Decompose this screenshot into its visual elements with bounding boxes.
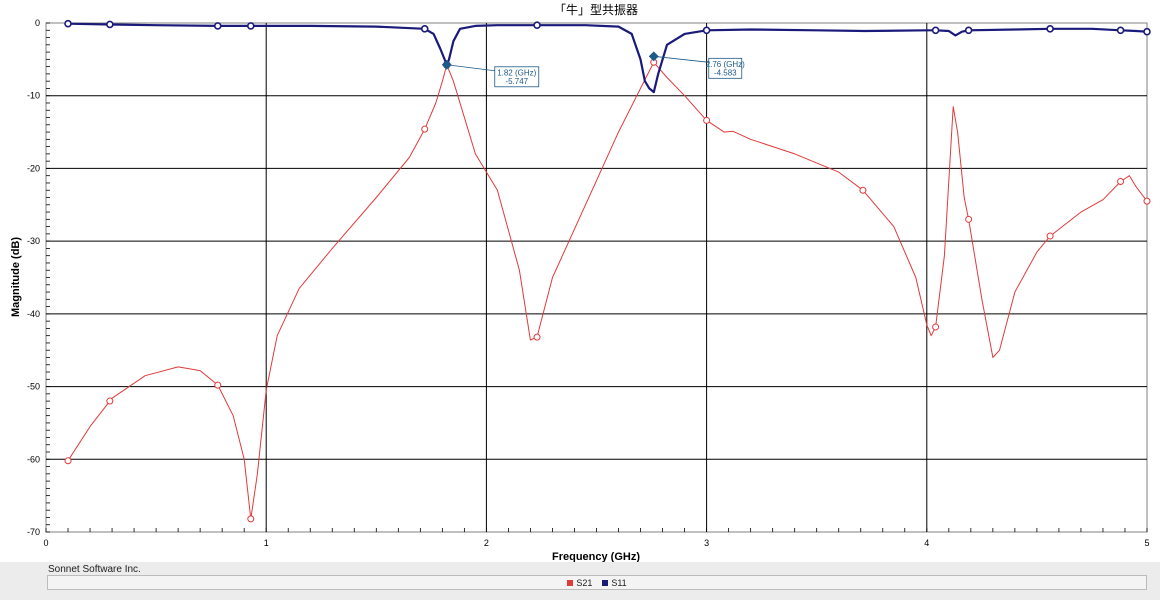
data-point-s21 bbox=[533, 333, 541, 341]
minor-ticks bbox=[45, 22, 1148, 533]
data-point-s21 bbox=[421, 125, 429, 133]
series-markers bbox=[64, 19, 1151, 523]
data-point-s21 bbox=[1117, 178, 1125, 186]
tick-labels: 0 1 2 3 4 5 0 -10 -20 -30 -40 -50 -60 -70 bbox=[27, 18, 1150, 548]
data-point-s21 bbox=[247, 515, 255, 523]
data-point-s11 bbox=[533, 21, 541, 29]
x-tick-label: 0 bbox=[43, 538, 48, 548]
annotation-leader bbox=[653, 55, 709, 63]
annotation-y-label: -4.583 bbox=[714, 68, 737, 77]
legend-item-s21: S21 bbox=[567, 578, 592, 588]
annotation-y-label: -5.747 bbox=[505, 77, 528, 86]
annotation-leader bbox=[446, 64, 495, 72]
data-point-s21 bbox=[1143, 197, 1151, 205]
x-tick-label: 5 bbox=[1144, 538, 1149, 548]
data-point-s11 bbox=[931, 26, 940, 35]
legend: S21 S11 bbox=[47, 575, 1147, 590]
data-point-s21 bbox=[1046, 232, 1054, 240]
legend-item-s11: S11 bbox=[602, 577, 627, 588]
y-tick-label: -70 bbox=[27, 527, 40, 537]
x-axis-label: Frequency (GHz) bbox=[552, 551, 640, 563]
x-tick-label: 3 bbox=[704, 538, 709, 548]
plot-area bbox=[45, 22, 1148, 533]
y-tick-label: -50 bbox=[27, 382, 40, 392]
data-point-s11 bbox=[964, 26, 973, 35]
y-tick-label: -60 bbox=[27, 454, 40, 464]
legend-label: S21 bbox=[576, 577, 593, 588]
data-point-s11 bbox=[1116, 26, 1125, 35]
data-point-s11 bbox=[702, 26, 711, 35]
legend-swatch bbox=[567, 579, 574, 586]
data-point-s11 bbox=[64, 19, 72, 28]
legend-swatch bbox=[602, 579, 609, 586]
data-point-s11 bbox=[420, 25, 429, 33]
x-tick-label: 1 bbox=[264, 538, 269, 548]
data-point-s11 bbox=[1046, 25, 1054, 33]
annotation-x-label: 2.76 (GHz) bbox=[706, 60, 745, 69]
grid-lines bbox=[46, 23, 1147, 532]
data-point-s11 bbox=[246, 22, 255, 30]
series-line-s21 bbox=[67, 61, 1148, 520]
data-point-s21 bbox=[214, 381, 222, 389]
x-tick-label: 2 bbox=[484, 538, 489, 548]
data-point-s11 bbox=[106, 20, 114, 29]
data-point-s21 bbox=[703, 116, 711, 124]
annotation-x-label: 1.82 (GHz) bbox=[497, 68, 536, 77]
data-point-s21 bbox=[64, 457, 72, 465]
y-axis-label: Magnitude (dB) bbox=[10, 237, 22, 317]
x-tick-label: 4 bbox=[924, 538, 929, 548]
data-point-s21 bbox=[106, 397, 114, 405]
y-tick-label: -20 bbox=[27, 163, 40, 173]
y-tick-label: -40 bbox=[27, 309, 40, 319]
data-point-s11 bbox=[213, 22, 222, 30]
y-tick-label: -10 bbox=[27, 91, 40, 101]
legend-label: S11 bbox=[611, 577, 627, 588]
y-tick-label: -30 bbox=[27, 236, 40, 246]
data-point-s21 bbox=[965, 215, 973, 223]
footer-credit: Sonnet Software Inc. bbox=[48, 564, 141, 575]
data-point-s21 bbox=[932, 323, 940, 331]
annotation-marker bbox=[648, 51, 659, 62]
data-point-s11 bbox=[1143, 27, 1151, 36]
annotation-box bbox=[708, 57, 743, 79]
data-point-s21 bbox=[859, 186, 867, 194]
chart-title: 「牛」型共振器 bbox=[554, 2, 638, 17]
annotation-box bbox=[494, 66, 540, 88]
y-tick-label: 0 bbox=[35, 18, 40, 28]
